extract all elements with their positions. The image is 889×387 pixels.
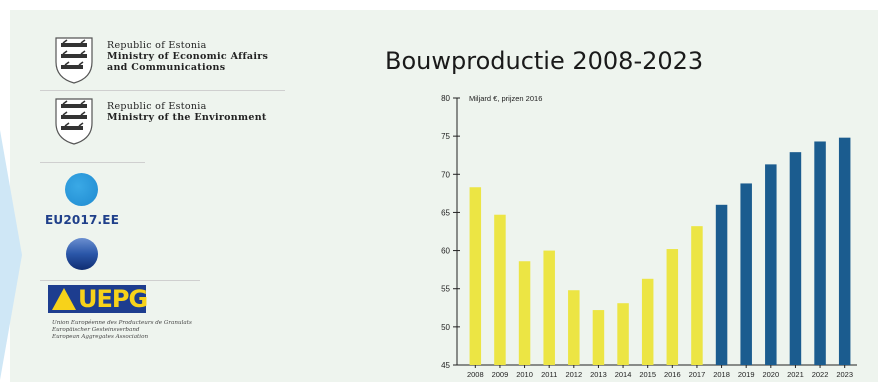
x-tick-label: 2018 xyxy=(713,370,730,379)
background-panel xyxy=(10,10,878,382)
bar-2015 xyxy=(641,278,654,365)
x-tick-label: 2016 xyxy=(664,370,681,379)
y-tick-label: 65 xyxy=(441,208,450,217)
x-tick-label: 2012 xyxy=(565,370,582,379)
y-tick-label: 50 xyxy=(441,323,450,332)
ministry-economic-line3: and Communications xyxy=(107,62,226,73)
estonia-crest-icon xyxy=(55,98,93,145)
ministry-environment-line1: Republic of Estonia xyxy=(107,101,207,112)
bar-2016 xyxy=(666,249,679,365)
x-tick-label: 2013 xyxy=(590,370,607,379)
bar-2022 xyxy=(814,141,826,365)
bar-2018 xyxy=(715,204,728,365)
x-tick-label: 2011 xyxy=(541,370,557,379)
ministry-environment-line2: Ministry of the Environment xyxy=(107,112,267,123)
y-tick-label: 60 xyxy=(441,247,450,256)
bar-2010 xyxy=(518,261,531,365)
uepg-subtitle: Union Européenne des Producteurs de Gran… xyxy=(52,320,192,340)
x-tick-label: 2010 xyxy=(516,370,533,379)
x-tick-label: 2022 xyxy=(812,370,829,379)
y-tick-label: 80 xyxy=(441,94,450,103)
x-tick-label: 2017 xyxy=(689,370,706,379)
bar-2019 xyxy=(740,183,752,365)
eu-presidency-text: EU2017.EE xyxy=(45,213,120,227)
x-tick-label: 2008 xyxy=(467,370,484,379)
ministry-environment-logo: Republic of Estonia Ministry of the Envi… xyxy=(45,97,285,147)
ministry-economic-line1: Republic of Estonia xyxy=(107,40,207,51)
logo-separator xyxy=(40,90,285,91)
decorative-triangle xyxy=(0,130,22,380)
bar-2013 xyxy=(592,310,605,365)
x-tick-label: 2015 xyxy=(639,370,656,379)
uepg-triangle-icon xyxy=(52,288,76,310)
logo-separator xyxy=(40,280,200,281)
bar-2009 xyxy=(494,214,506,365)
y-tick-label: 70 xyxy=(441,170,450,179)
y-tick-label: 55 xyxy=(441,285,450,294)
x-tick-label: 2019 xyxy=(738,370,755,379)
bar-2017 xyxy=(691,226,703,365)
x-tick-label: 2023 xyxy=(836,370,853,379)
bar-2012 xyxy=(568,290,580,365)
x-tick-label: 2021 xyxy=(787,370,804,379)
ministry-environment-text: Republic of Estonia Ministry of the Envi… xyxy=(107,101,267,123)
y-axis-label: Miljard €, prijzen 2016 xyxy=(469,94,542,103)
y-tick-label: 75 xyxy=(441,132,450,141)
x-tick-label: 2014 xyxy=(615,370,632,379)
bar-2008 xyxy=(469,187,482,365)
eu-presidency-globe-icon xyxy=(66,238,98,270)
bar-2020 xyxy=(765,164,777,365)
bar-2023 xyxy=(838,137,851,365)
chart-title: Bouwproductie 2008-2023 xyxy=(385,47,704,75)
eu-presidency-circle-icon xyxy=(65,173,98,206)
uepg-logo-text: UEPG xyxy=(78,285,148,313)
logo-separator xyxy=(40,162,145,163)
x-tick-label: 2009 xyxy=(492,370,509,379)
ministry-economic-line2: Ministry of Economic Affairs xyxy=(107,51,269,62)
bar-2021 xyxy=(789,152,802,365)
y-tick-label: 45 xyxy=(441,361,450,370)
x-tick-label: 2020 xyxy=(762,370,779,379)
bar-2014 xyxy=(617,303,629,365)
ministry-economic-logo: Republic of Estonia Ministry of Economic… xyxy=(45,36,285,86)
bar-2011 xyxy=(543,250,555,365)
estonia-crest-icon xyxy=(55,37,93,84)
ministry-economic-text: Republic of Estonia Ministry of Economic… xyxy=(107,40,268,73)
